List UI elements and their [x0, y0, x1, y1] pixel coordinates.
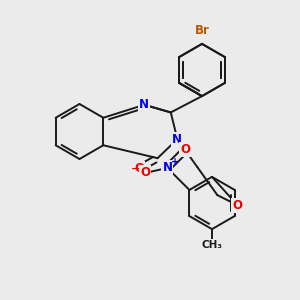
Text: CH₃: CH₃ [202, 240, 223, 250]
Text: O: O [232, 199, 242, 212]
Text: Br: Br [195, 24, 209, 38]
Text: +: + [171, 157, 179, 167]
Text: N: N [139, 98, 149, 111]
Text: O: O [180, 143, 190, 156]
Text: O: O [135, 162, 145, 175]
Text: N: N [162, 161, 172, 174]
Text: N: N [172, 133, 182, 146]
Text: O: O [140, 167, 150, 179]
Text: −: − [131, 164, 140, 174]
